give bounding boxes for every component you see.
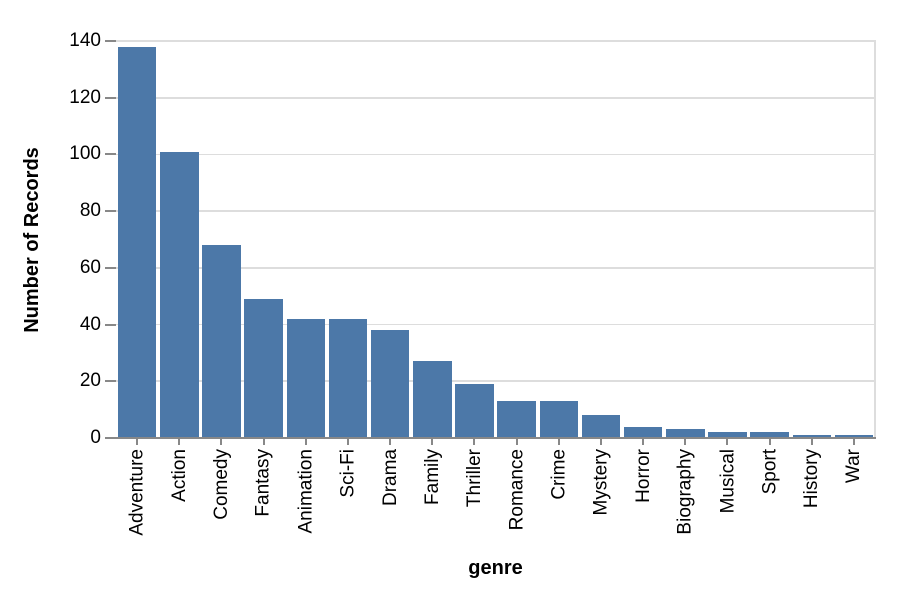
gridline-140 xyxy=(116,40,875,42)
bar-fantasy xyxy=(244,299,283,438)
y-tick-120 xyxy=(105,96,116,99)
x-tick-action xyxy=(178,439,181,445)
x-category-label-comedy: Comedy xyxy=(210,449,232,520)
x-category-label-romance: Romance xyxy=(506,449,528,531)
y-tick-100 xyxy=(105,153,116,156)
x-axis-line xyxy=(114,437,876,439)
x-tick-musical xyxy=(726,439,729,445)
x-category-label-action: Action xyxy=(168,449,190,502)
x-category-label-animation: Animation xyxy=(295,449,317,534)
y-tick-label-20: 20 xyxy=(79,370,101,392)
y-tick-20 xyxy=(105,380,116,383)
gridline-40 xyxy=(116,323,875,326)
y-tick-label-140: 140 xyxy=(69,30,101,51)
x-tick-sport xyxy=(768,439,771,445)
y-tick-label-40: 40 xyxy=(79,313,101,335)
bar-sport xyxy=(750,432,789,438)
x-tick-history xyxy=(810,439,813,445)
x-category-label-horror: Horror xyxy=(632,449,654,503)
y-tick-140 xyxy=(105,40,116,42)
x-tick-family xyxy=(431,439,434,445)
gridline-100 xyxy=(116,153,875,156)
x-tick-biography xyxy=(684,439,687,445)
x-tick-horror xyxy=(642,439,645,445)
x-category-label-thriller: Thriller xyxy=(463,449,485,508)
bar-comedy xyxy=(202,245,241,438)
x-tick-adventure xyxy=(136,439,139,445)
x-tick-sci-fi xyxy=(346,439,349,445)
bar-mystery xyxy=(581,415,621,438)
bar-romance xyxy=(497,401,536,438)
gridline-80 xyxy=(116,210,875,212)
y-axis-title: Number of Records xyxy=(21,146,43,333)
x-tick-mystery xyxy=(599,439,602,445)
x-tick-comedy xyxy=(220,439,223,445)
y-tick-0 xyxy=(105,437,116,439)
x-category-label-adventure: Adventure xyxy=(126,449,148,536)
x-tick-war xyxy=(852,439,855,445)
x-category-label-war: War xyxy=(843,449,865,484)
y-tick-60 xyxy=(105,266,116,269)
bar-history xyxy=(792,435,831,438)
x-category-label-mystery: Mystery xyxy=(590,449,612,516)
x-category-label-crime: Crime xyxy=(548,449,570,500)
gridline-120 xyxy=(116,96,875,99)
gridline-60 xyxy=(116,267,875,269)
bar-animation xyxy=(286,318,325,438)
x-category-label-drama: Drama xyxy=(379,449,401,507)
bar-drama xyxy=(370,330,410,438)
bar-horror xyxy=(623,426,663,438)
x-category-label-biography: Biography xyxy=(674,449,696,535)
x-tick-crime xyxy=(557,439,560,445)
x-category-label-sci-fi: Sci-Fi xyxy=(337,449,359,498)
y-tick-label-100: 100 xyxy=(69,143,101,165)
x-category-label-family: Family xyxy=(421,449,443,505)
y-tick-label-0: 0 xyxy=(90,427,101,448)
x-category-label-history: History xyxy=(801,449,823,509)
gridline-20 xyxy=(116,380,875,383)
y-tick-40 xyxy=(105,323,116,326)
y-tick-label-120: 120 xyxy=(69,86,101,108)
x-category-label-fantasy: Fantasy xyxy=(253,449,275,517)
y-tick-label-80: 80 xyxy=(79,200,101,222)
x-tick-fantasy xyxy=(262,439,265,445)
x-tick-drama xyxy=(389,439,392,445)
bar-crime xyxy=(539,401,578,438)
x-axis-title: genre xyxy=(468,557,523,579)
x-category-label-sport: Sport xyxy=(759,449,781,495)
bar-war xyxy=(834,435,874,438)
y-tick-label-60: 60 xyxy=(79,256,101,278)
x-tick-romance xyxy=(515,439,518,445)
bar-adventure xyxy=(117,46,157,438)
x-tick-animation xyxy=(304,439,307,445)
bar-thriller xyxy=(455,384,494,438)
x-category-label-musical: Musical xyxy=(716,449,738,514)
x-tick-thriller xyxy=(473,439,476,445)
bar-biography xyxy=(666,429,705,438)
bar-musical xyxy=(708,432,747,438)
y-tick-80 xyxy=(105,210,116,213)
bar-family xyxy=(413,361,452,438)
bar-sci-fi xyxy=(328,318,368,438)
bar-action xyxy=(160,151,199,438)
plot-right-border xyxy=(873,40,876,439)
